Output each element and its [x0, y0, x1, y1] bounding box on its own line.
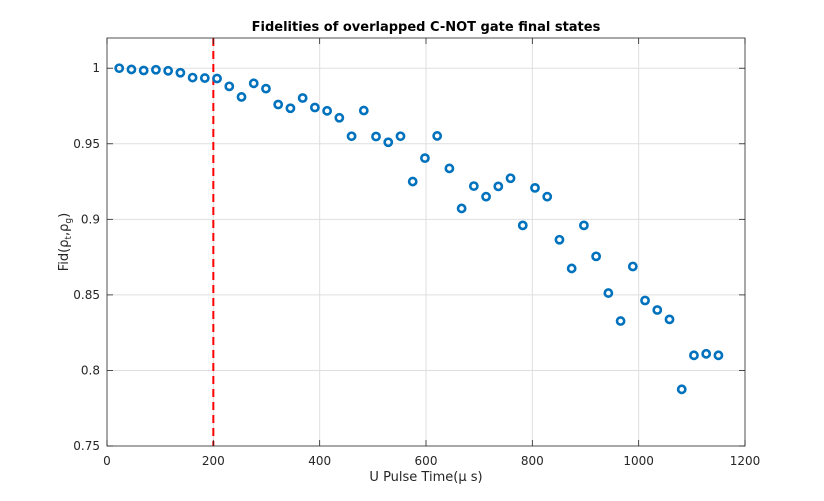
data-point	[481, 191, 491, 202]
x-tick-label: 1000	[623, 454, 654, 468]
y-label-sub-g: g	[64, 218, 74, 224]
data-point	[297, 93, 308, 103]
data-point	[505, 173, 516, 184]
y-label-rho-g: ρ	[57, 224, 72, 232]
y-label-rho-t: ρ	[57, 240, 72, 248]
data-point	[224, 81, 235, 92]
data-point	[273, 99, 284, 110]
data-point	[468, 181, 479, 191]
x-tick-label: 400	[308, 454, 331, 468]
data-point	[689, 350, 699, 361]
y-label-suffix: )	[57, 213, 72, 218]
data-point	[309, 102, 320, 113]
data-point	[627, 261, 638, 272]
x-tick-label: 200	[202, 454, 225, 468]
y-label-sub-t: t	[64, 236, 74, 240]
data-point	[456, 203, 467, 214]
data-point	[248, 78, 259, 89]
data-point	[554, 234, 565, 245]
data-point	[236, 92, 247, 102]
data-point	[212, 73, 222, 84]
x-tick-label: 1200	[730, 454, 761, 468]
data-point	[395, 131, 406, 142]
data-point	[407, 176, 418, 187]
y-label-comma: ,	[57, 232, 72, 236]
data-point	[358, 105, 369, 116]
y-tick-label: 0.95	[73, 137, 100, 151]
data-point	[420, 153, 430, 164]
data-point	[579, 220, 589, 231]
x-tick-label: 0	[103, 454, 111, 468]
data-point	[591, 251, 602, 262]
x-axis-label: U Pulse Time(μ s)	[369, 470, 482, 485]
data-point	[615, 316, 626, 326]
data-point	[322, 105, 333, 116]
data-point	[114, 63, 125, 74]
data-point	[603, 288, 614, 298]
data-point	[261, 83, 271, 94]
data-point	[566, 263, 577, 274]
data-point	[126, 64, 137, 75]
data-point	[199, 73, 210, 83]
data-point	[175, 67, 186, 78]
data-point	[664, 314, 675, 325]
data-point	[444, 163, 455, 174]
data-point	[346, 131, 357, 142]
ticks: 0 200 400 600 800 1000 1200 0.75 0.8 0.85 0.9 0.95 1	[73, 38, 760, 468]
data-point	[138, 65, 149, 76]
data-point	[432, 131, 443, 141]
data-point	[151, 64, 161, 75]
y-label-prefix: Fid(	[57, 248, 72, 271]
y-tick-label: 0.85	[73, 288, 100, 302]
data-point	[640, 295, 650, 306]
x-tick-label: 800	[521, 454, 544, 468]
data-point	[334, 112, 345, 123]
y-tick-label: 0.8	[81, 363, 100, 377]
x-tick-label: 600	[415, 454, 438, 468]
y-tick-label: 0.75	[73, 439, 100, 453]
data-point	[163, 65, 174, 76]
y-axis-label: Fid(ρt,ρg)	[57, 213, 74, 271]
data-point	[383, 137, 394, 148]
data-point	[517, 220, 528, 231]
data-points	[114, 63, 724, 395]
data-point	[542, 191, 553, 202]
y-tick-label: 1	[92, 61, 100, 75]
data-point	[371, 131, 381, 142]
data-point	[187, 72, 198, 83]
y-tick-label: 0.9	[81, 212, 100, 226]
data-point	[493, 181, 504, 192]
chart-title: Fidelities of overlapped C-NOT gate fina…	[252, 20, 601, 35]
data-point	[713, 350, 724, 361]
data-point	[285, 103, 296, 114]
data-point	[676, 384, 687, 395]
data-point	[530, 183, 540, 193]
data-point	[701, 348, 712, 359]
data-point	[652, 305, 663, 315]
